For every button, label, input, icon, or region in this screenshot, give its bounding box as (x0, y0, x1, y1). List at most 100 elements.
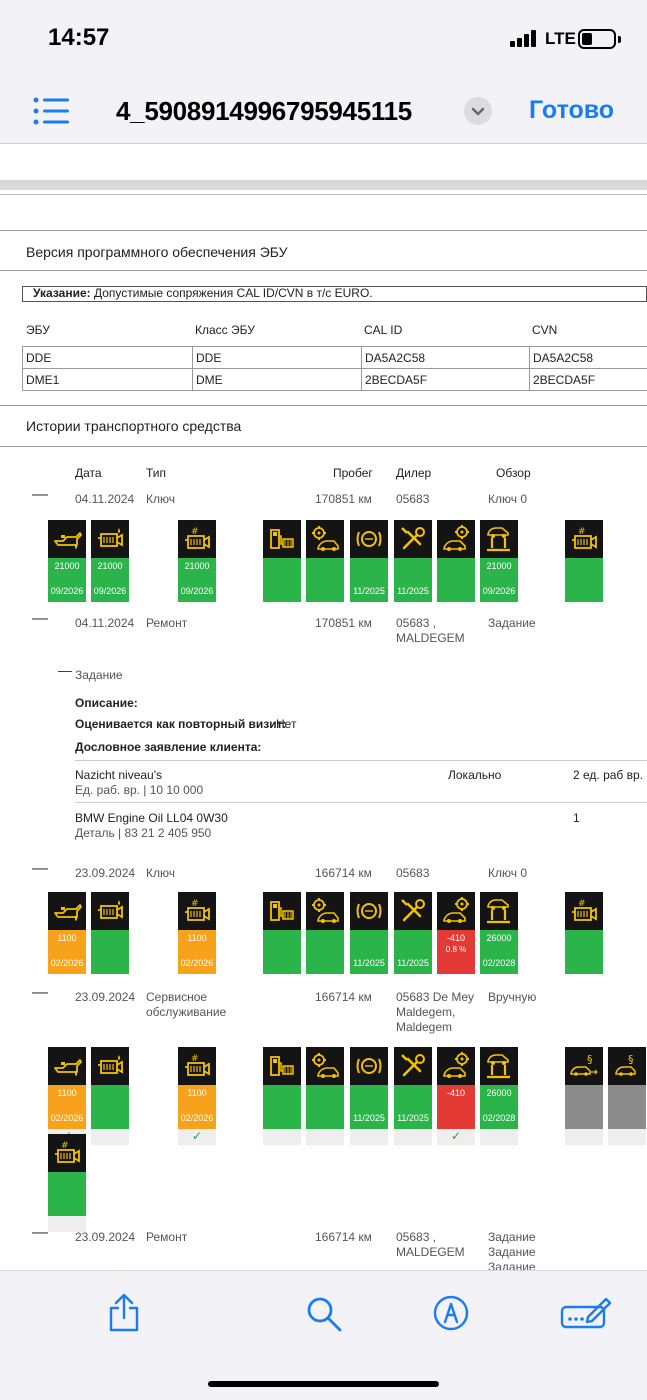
entry-dealer: 05683 (396, 492, 430, 506)
service-status (565, 930, 603, 974)
entry-review: Задание Задание Задание (488, 1230, 536, 1270)
cell: DDE (22, 346, 193, 369)
document-page[interactable]: Версия программного обеспечения ЭБУ Указ… (0, 144, 647, 1270)
col-ecu: ЭБУ (26, 323, 50, 337)
description-label: Описание: (75, 696, 138, 710)
task-item-name: BMW Engine Oil LL04 0W30 (75, 811, 228, 825)
service-due: 02/2026 (50, 958, 84, 968)
service-value: 26000 (486, 933, 512, 943)
brake-icon (350, 520, 388, 558)
collapse-toggle[interactable]: — (32, 610, 48, 627)
entry-mileage: 170851 км (315, 616, 372, 630)
brake-icon (350, 892, 388, 930)
task-item-qty: 1 (573, 811, 580, 825)
history-section-title: Истории транспортного средства (26, 418, 242, 434)
service-due: 02/2028 (482, 1113, 516, 1123)
col-cvn: CVN (532, 323, 558, 337)
note-text: Допустимые сопряжения CAL ID/CVN в т/с E… (90, 286, 373, 300)
cell: DME (192, 368, 362, 391)
customer-statement-label: Дословное заявление клиента: (75, 740, 262, 754)
svg-text:#: # (578, 527, 586, 537)
task-item-location: Локально (448, 768, 502, 782)
col-ecu-class: Класс ЭБУ (195, 323, 255, 337)
service-status: 11/2025 (350, 1085, 388, 1129)
hash-icon: # (565, 892, 603, 930)
chevron-down-icon[interactable] (464, 97, 492, 125)
note-box: Указание: Допустимые сопряжения CAL ID/C… (22, 286, 647, 302)
task-title: Задание (75, 668, 123, 682)
service-status (91, 930, 129, 974)
entry-type: Ключ (146, 866, 175, 880)
repeat-visit-label: Оценивается как повторный визит: (75, 717, 287, 731)
tools-icon (394, 892, 432, 930)
service-due: 11/2025 (353, 586, 385, 596)
service-status: 21000 09/2026 (480, 558, 518, 602)
service-status: 21000 09/2026 (178, 558, 216, 602)
service-status: 1100 02/2026 (48, 930, 86, 974)
collapse-task-toggle[interactable]: — (58, 662, 72, 678)
service-value: 21000 (54, 561, 80, 571)
service-value: 21000 (97, 561, 123, 571)
hash-icon: # (565, 520, 603, 558)
col-dealer: Дилер (396, 466, 432, 480)
cell: DA5A2C58 (529, 346, 647, 369)
service-status: 1100 02/2026 (178, 930, 216, 974)
check-mark (350, 1129, 388, 1145)
list-icon[interactable] (33, 97, 71, 125)
service-status (263, 558, 301, 602)
entry-date: 04.11.2024 (75, 492, 135, 506)
service-status: -410 0.8 % (437, 930, 475, 974)
service-status: 21000 09/2026 (91, 558, 129, 602)
service-value: 1100 (187, 933, 207, 943)
entry-type: Сервисное обслуживание (146, 990, 227, 1019)
svg-text:#: # (191, 1054, 199, 1064)
lift-icon (480, 1047, 518, 1085)
service-status (565, 1085, 603, 1129)
collapse-toggle[interactable]: — (32, 984, 48, 1001)
cell: DME1 (22, 368, 193, 391)
done-button[interactable]: Готово (529, 96, 615, 124)
task-item-sub: Ед. раб. вр. | 10 10 000 (75, 783, 204, 797)
signature-icon[interactable] (560, 1295, 612, 1331)
col-review: Обзор (496, 466, 531, 480)
entry-mileage: 166714 км (315, 990, 372, 1004)
svg-text:#: # (191, 527, 199, 537)
share-icon[interactable] (106, 1293, 142, 1333)
entry-mileage: 166714 км (315, 866, 372, 880)
service-status (263, 1085, 301, 1129)
entry-review: Ключ 0 (488, 866, 527, 880)
service-status (306, 1085, 344, 1129)
repeat-visit-value: Нет (276, 717, 297, 731)
page-divider (0, 180, 647, 190)
markup-icon[interactable] (433, 1295, 469, 1331)
collapse-toggle[interactable]: — (32, 860, 48, 877)
service-status (608, 1085, 646, 1129)
cargear-icon (437, 1047, 475, 1085)
fuel-icon (263, 892, 301, 930)
service-due: 02/2026 (50, 1113, 84, 1123)
collapse-toggle[interactable]: — (32, 1224, 48, 1241)
fuel-icon (263, 520, 301, 558)
home-indicator (208, 1381, 439, 1387)
table-row: DME1 DME 2BECDA5F 2BECDA5F (22, 368, 647, 391)
signal-icon (510, 30, 540, 48)
gear-icon (306, 520, 344, 558)
gear-icon (306, 1047, 344, 1085)
service-due: 09/2026 (180, 586, 214, 596)
service-due: 11/2025 (397, 958, 429, 968)
search-icon[interactable] (305, 1295, 343, 1333)
collapse-toggle[interactable]: — (32, 486, 48, 503)
entry-type: Ремонт (146, 616, 188, 630)
svg-text:§: § (587, 1053, 593, 1066)
hash-icon: # (178, 1047, 216, 1085)
oil-icon (48, 1047, 86, 1085)
entry-mileage: 166714 км (315, 1230, 372, 1244)
table-row: DDE DDE DA5A2C58 DA5A2C58 (22, 346, 647, 369)
service-value: -410 (446, 933, 465, 943)
filter-icon (91, 520, 129, 558)
cell: 2BECDA5F (361, 368, 530, 391)
lift-icon (480, 520, 518, 558)
oil-icon (48, 520, 86, 558)
check-mark (480, 1129, 518, 1145)
filter-icon (91, 1047, 129, 1085)
